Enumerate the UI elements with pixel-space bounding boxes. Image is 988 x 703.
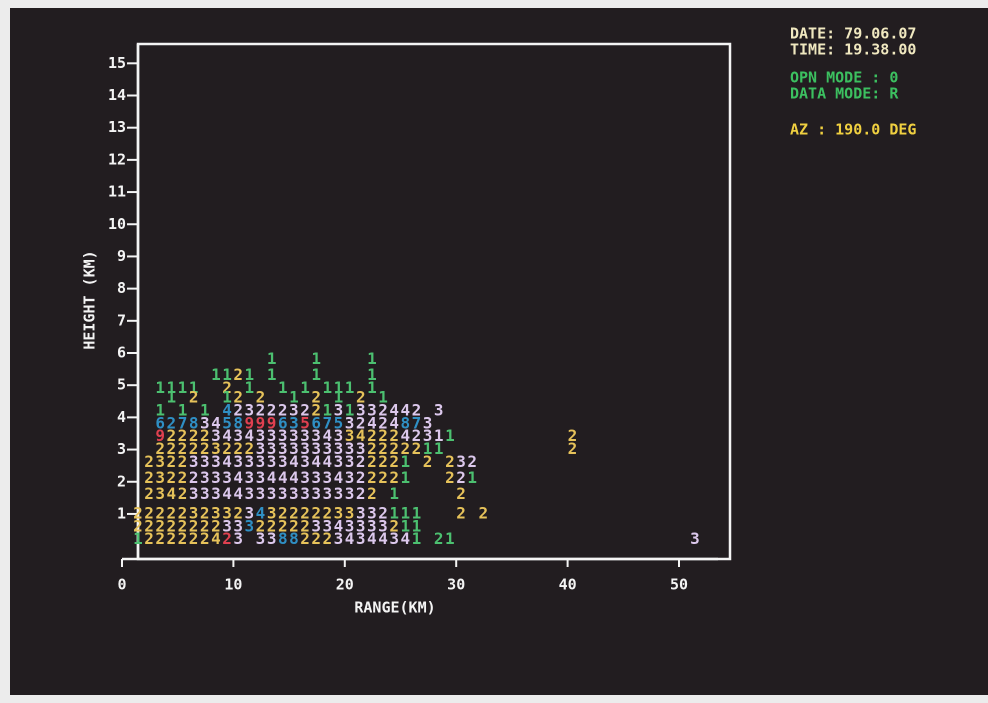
- radar-cell: 2: [189, 388, 200, 407]
- radar-cell: 1: [311, 365, 322, 384]
- y-tick-label: 14: [108, 86, 126, 104]
- y-tick-label: 4: [117, 408, 126, 426]
- radar-cell: 3: [690, 529, 701, 548]
- radar-cell: 1: [167, 388, 178, 407]
- radar-cell: 1: [300, 378, 311, 397]
- radar-cell: 88: [278, 529, 300, 548]
- radar-cell: 1: [445, 426, 456, 445]
- radar-cell: 222: [300, 529, 333, 548]
- radar-cell: 1: [267, 365, 278, 384]
- radar-cell: 3: [267, 529, 278, 548]
- chart: DATE: 79.06.07 TIME: 19.38.00 OPN MODE :…: [0, 0, 988, 703]
- y-tick-label: 2: [117, 472, 126, 490]
- x-tick-label: 20: [336, 576, 354, 594]
- x-axis-label: RANGE(KM): [354, 599, 435, 617]
- screen: [10, 8, 988, 695]
- x-tick-label: 10: [224, 576, 242, 594]
- y-tick-label: 8: [117, 279, 126, 297]
- radar-cell: 2: [423, 452, 434, 471]
- radar-cell: 1: [245, 378, 256, 397]
- y-tick-label: 6: [117, 344, 126, 362]
- radar-cell: 24: [200, 529, 222, 548]
- data-mode: DATA MODE: R: [790, 85, 899, 103]
- radar-cell: 2: [233, 365, 244, 384]
- y-tick-label: 7: [117, 311, 126, 329]
- y-tick-label: 10: [108, 215, 126, 233]
- x-tick-label: 30: [447, 576, 465, 594]
- radar-cell: 1: [389, 484, 400, 503]
- y-axis-label: HEIGHT (KM): [81, 250, 99, 349]
- radar-cell: 21: [434, 529, 456, 548]
- y-tick-label: 3: [117, 440, 126, 458]
- radar-cell: 2: [445, 468, 456, 487]
- y-tick-label: 5: [117, 376, 126, 394]
- radar-cell: 1: [467, 468, 478, 487]
- radar-cell: 2: [456, 503, 467, 522]
- radar-cell: 1: [412, 529, 423, 548]
- y-tick-label: 13: [108, 118, 126, 136]
- azimuth: AZ : 190.0 DEG: [790, 121, 916, 139]
- radar-cell: 1: [367, 378, 378, 397]
- radar-cell: 33332: [311, 484, 367, 503]
- y-tick-label: 1: [117, 504, 126, 522]
- page: DATE: 79.06.07 TIME: 19.38.00 OPN MODE :…: [0, 0, 988, 703]
- radar-cell: 434: [378, 529, 411, 548]
- radar-cell: 3: [245, 516, 256, 535]
- radar-cell: 2: [478, 503, 489, 522]
- radar-cell: 2: [456, 484, 467, 503]
- radar-cell: 22222: [144, 529, 200, 548]
- radar-cell: 4333333: [233, 484, 311, 503]
- radar-cell: 1: [133, 529, 144, 548]
- x-tick-label: 40: [559, 576, 577, 594]
- radar-cell: 2: [222, 529, 233, 548]
- time: TIME: 19.38.00: [790, 41, 916, 59]
- radar-cell: 1: [434, 439, 445, 458]
- radar-cell: 3434: [334, 529, 379, 548]
- radar-cell: 1: [278, 378, 289, 397]
- y-tick-label: 9: [117, 247, 126, 265]
- x-tick-label: 50: [670, 576, 688, 594]
- radar-cell: 3: [434, 400, 445, 419]
- radar-cell: 2: [568, 439, 579, 458]
- radar-cell: 2: [178, 484, 189, 503]
- y-tick-label: 11: [108, 183, 126, 201]
- radar-cell: 3: [233, 529, 244, 548]
- y-tick-label: 12: [108, 150, 126, 168]
- radar-cell: 3334: [189, 484, 234, 503]
- y-tick-label: 15: [108, 54, 126, 72]
- radar-cell: 1: [401, 468, 412, 487]
- radar-cell: 234: [144, 484, 177, 503]
- radar-cell: 3: [256, 529, 267, 548]
- radar-cell: 2: [367, 484, 378, 503]
- x-tick-label: 0: [117, 576, 126, 594]
